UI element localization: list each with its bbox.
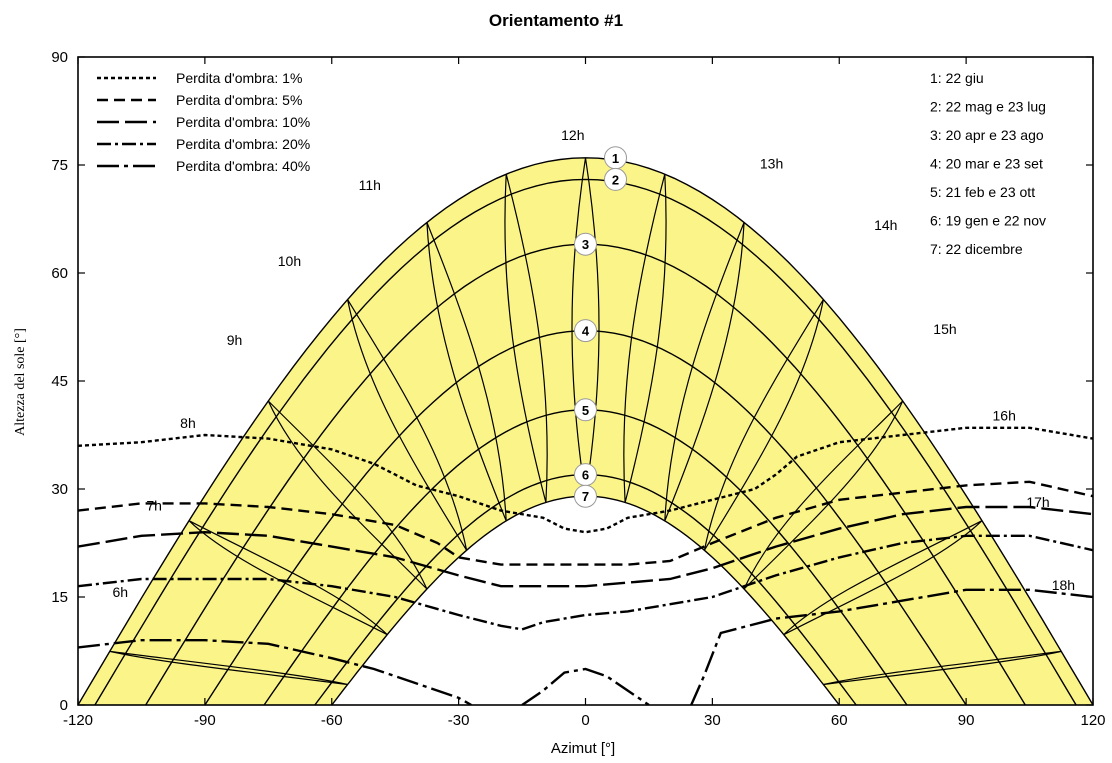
hour-label: 11h — [359, 177, 381, 193]
shadow-loss-line — [690, 588, 1093, 705]
x-tick-label: 120 — [1080, 712, 1105, 729]
date-marker-number: 4 — [582, 324, 590, 339]
x-tick-label: 90 — [958, 712, 975, 729]
hour-loop — [703, 299, 824, 551]
y-tick-label: 0 — [60, 697, 68, 714]
hour-label: 18h — [1052, 577, 1075, 593]
date-marker-2: 2 — [604, 167, 627, 191]
date-legend-item: 4: 20 mar e 23 set — [930, 156, 1043, 172]
legend-label: Perdita d'ombra: 40% — [176, 158, 310, 174]
date-marker-circle — [574, 232, 597, 256]
shadow-loss-legend: Perdita d'ombra: 1% Perdita d'ombra: 5% Pe… — [97, 70, 310, 174]
date-marker-number: 3 — [582, 237, 589, 252]
hour-loop — [347, 299, 468, 551]
date-marker-circle — [574, 398, 597, 422]
hour-labels: 6h 7h 8h 9h 10h 11h 12h 13h 14h 15h 16h 17h 18h — [113, 127, 1076, 600]
sun-path-2 — [94, 178, 1077, 705]
legend-label: Perdita d'ombra: 10% — [176, 114, 310, 130]
date-markers: 1 2 3 4 5 6 7 — [574, 146, 627, 508]
hour-loop — [504, 174, 548, 503]
legend-label: Perdita d'ombra: 1% — [176, 70, 302, 86]
sun-path-band — [78, 157, 1093, 705]
hour-loop — [188, 520, 388, 636]
date-marker-7: 7 — [574, 484, 597, 508]
date-legend-item: 2: 22 mag e 23 lug — [930, 99, 1046, 115]
hour-loop — [743, 400, 904, 590]
shadow-loss-line — [78, 639, 472, 705]
hour-label: 7h — [146, 498, 162, 514]
hour-label: 14h — [874, 217, 897, 233]
date-legend-item: 3: 20 apr e 23 ago — [930, 127, 1044, 143]
hour-label: 15h — [933, 321, 956, 337]
date-legend-item: 1: 22 giu — [930, 70, 984, 86]
shadow-loss-line — [78, 426, 1093, 534]
x-tick-label: -120 — [63, 712, 93, 729]
hour-loop — [426, 222, 507, 522]
x-tick-label: -30 — [448, 712, 470, 729]
sun-band-fill — [78, 157, 1093, 705]
date-legend-item: 5: 21 feb e 23 ott — [930, 184, 1035, 200]
date-marker-circle — [604, 167, 627, 191]
hour-loop — [823, 650, 1062, 686]
x-tick-label: 0 — [581, 712, 589, 729]
y-tick-label: 90 — [51, 49, 68, 66]
date-marker-5: 5 — [574, 398, 597, 422]
hour-loop — [109, 650, 348, 686]
date-marker-circle — [574, 319, 597, 343]
y-tick-label: 75 — [51, 157, 68, 174]
y-tick-label: 30 — [51, 481, 68, 498]
hour-label: 6h — [113, 584, 129, 600]
date-marker-circle — [574, 484, 597, 508]
x-tick-label: 30 — [704, 712, 721, 729]
date-legend-item: 6: 19 gen e 22 nov — [930, 213, 1046, 229]
hour-loop — [267, 400, 428, 590]
date-legend: 1: 22 giu 2: 22 mag e 23 lug 3: 20 apr e 2… — [930, 70, 1046, 257]
shadow-loss-curves — [78, 426, 1093, 705]
shadow-loss-line — [521, 667, 650, 705]
hour-label: 10h — [278, 253, 301, 269]
x-axis-label: Azimut [°] — [551, 740, 615, 757]
date-marker-number: 5 — [582, 403, 589, 418]
x-tick-label: 60 — [831, 712, 848, 729]
y-tick-label: 15 — [51, 589, 68, 606]
hour-label: 12h — [561, 127, 584, 143]
hour-label: 16h — [993, 408, 1016, 424]
shadow-loss-line — [78, 505, 1093, 588]
date-marker-3: 3 — [574, 232, 597, 256]
date-marker-6: 6 — [574, 463, 597, 487]
hour-label: 9h — [227, 332, 243, 348]
hour-label: 17h — [1026, 494, 1049, 510]
x-tick-label: -60 — [321, 712, 343, 729]
hour-loop — [664, 222, 745, 522]
y-tick-label: 45 — [51, 373, 68, 390]
legend-label: Perdita d'ombra: 5% — [176, 92, 302, 108]
x-tick-label: -90 — [194, 712, 216, 729]
hour-label: 13h — [760, 156, 783, 172]
y-axis-label: Altezza del sole [°] — [13, 328, 28, 436]
date-marker-number: 7 — [582, 489, 589, 504]
hour-loop — [623, 174, 667, 503]
chart-title: Orientamento #1 — [489, 11, 623, 30]
sun-path-curves — [78, 157, 1093, 705]
date-legend-item: 7: 22 dicembre — [930, 241, 1023, 257]
y-tick-label: 60 — [51, 265, 68, 282]
date-marker-number: 1 — [612, 151, 619, 166]
hour-label: 8h — [180, 415, 196, 431]
date-marker-number: 2 — [612, 172, 619, 187]
date-marker-4: 4 — [574, 319, 597, 343]
date-marker-1: 1 — [604, 146, 627, 170]
shadow-loss-line — [78, 480, 1093, 566]
hour-loop — [783, 520, 983, 636]
legend-label: Perdita d'ombra: 20% — [176, 136, 310, 152]
shadow-loss-line — [78, 534, 1093, 631]
date-marker-number: 6 — [582, 468, 589, 483]
